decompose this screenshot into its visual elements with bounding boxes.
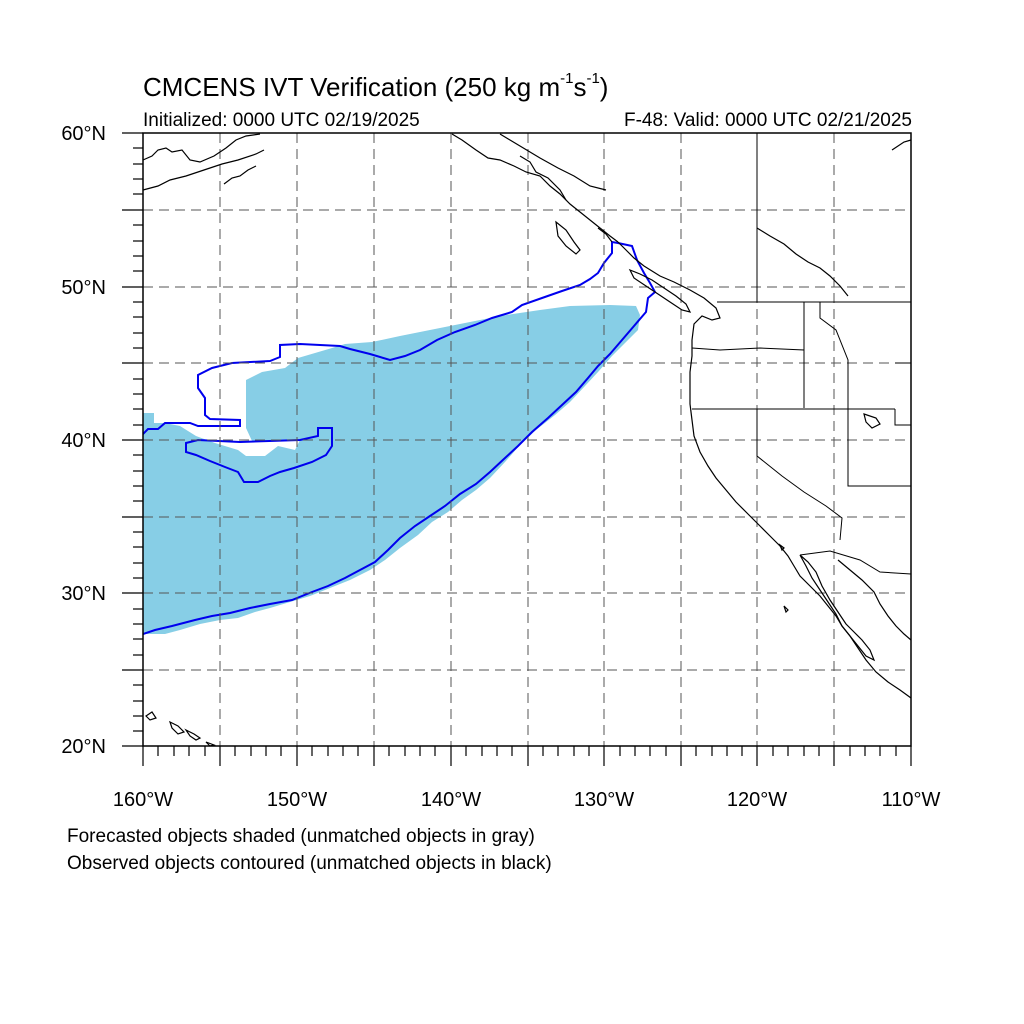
initialized-time-label: Initialized: 0000 UTC 02/19/2025 — [143, 110, 420, 131]
observed-ivt-contour — [143, 240, 657, 635]
lat-label-60n: 60°N — [61, 123, 106, 145]
lon-label-150w: 150°W — [267, 789, 327, 811]
lat-label-50n: 50°N — [61, 277, 106, 299]
lon-label-110w: 110°W — [882, 789, 941, 811]
observed-ivt-contour-hook — [185, 427, 333, 483]
lon-label-140w: 140°W — [421, 789, 481, 811]
lat-label-20n: 20°N — [61, 736, 106, 758]
axis-ticks — [122, 132, 912, 766]
longitude-labels: 160°W 150°W 140°W 130°W 120°W 110°W — [113, 789, 941, 811]
lat-label-30n: 30°N — [61, 583, 106, 605]
forecast-objects-note: Forecasted objects shaded (unmatched obj… — [67, 826, 535, 847]
coastlines — [142, 133, 912, 747]
lat-label-40n: 40°N — [61, 430, 106, 452]
latitude-labels: 20°N 30°N 40°N 50°N 60°N — [61, 123, 106, 758]
political-boundaries — [691, 133, 912, 575]
lon-label-130w: 130°W — [574, 789, 634, 811]
valid-time-label: F-48: Valid: 0000 UTC 02/21/2025 — [624, 110, 912, 131]
observed-objects-note: Observed objects contoured (unmatched ob… — [67, 853, 552, 874]
map-title: CMCENS IVT Verification (250 kg m-1s-1) — [143, 70, 609, 102]
forecast-ivt-object — [143, 305, 640, 634]
graticule — [143, 133, 911, 746]
lon-label-160w: 160°W — [113, 789, 173, 811]
lon-label-120w: 120°W — [727, 789, 787, 811]
